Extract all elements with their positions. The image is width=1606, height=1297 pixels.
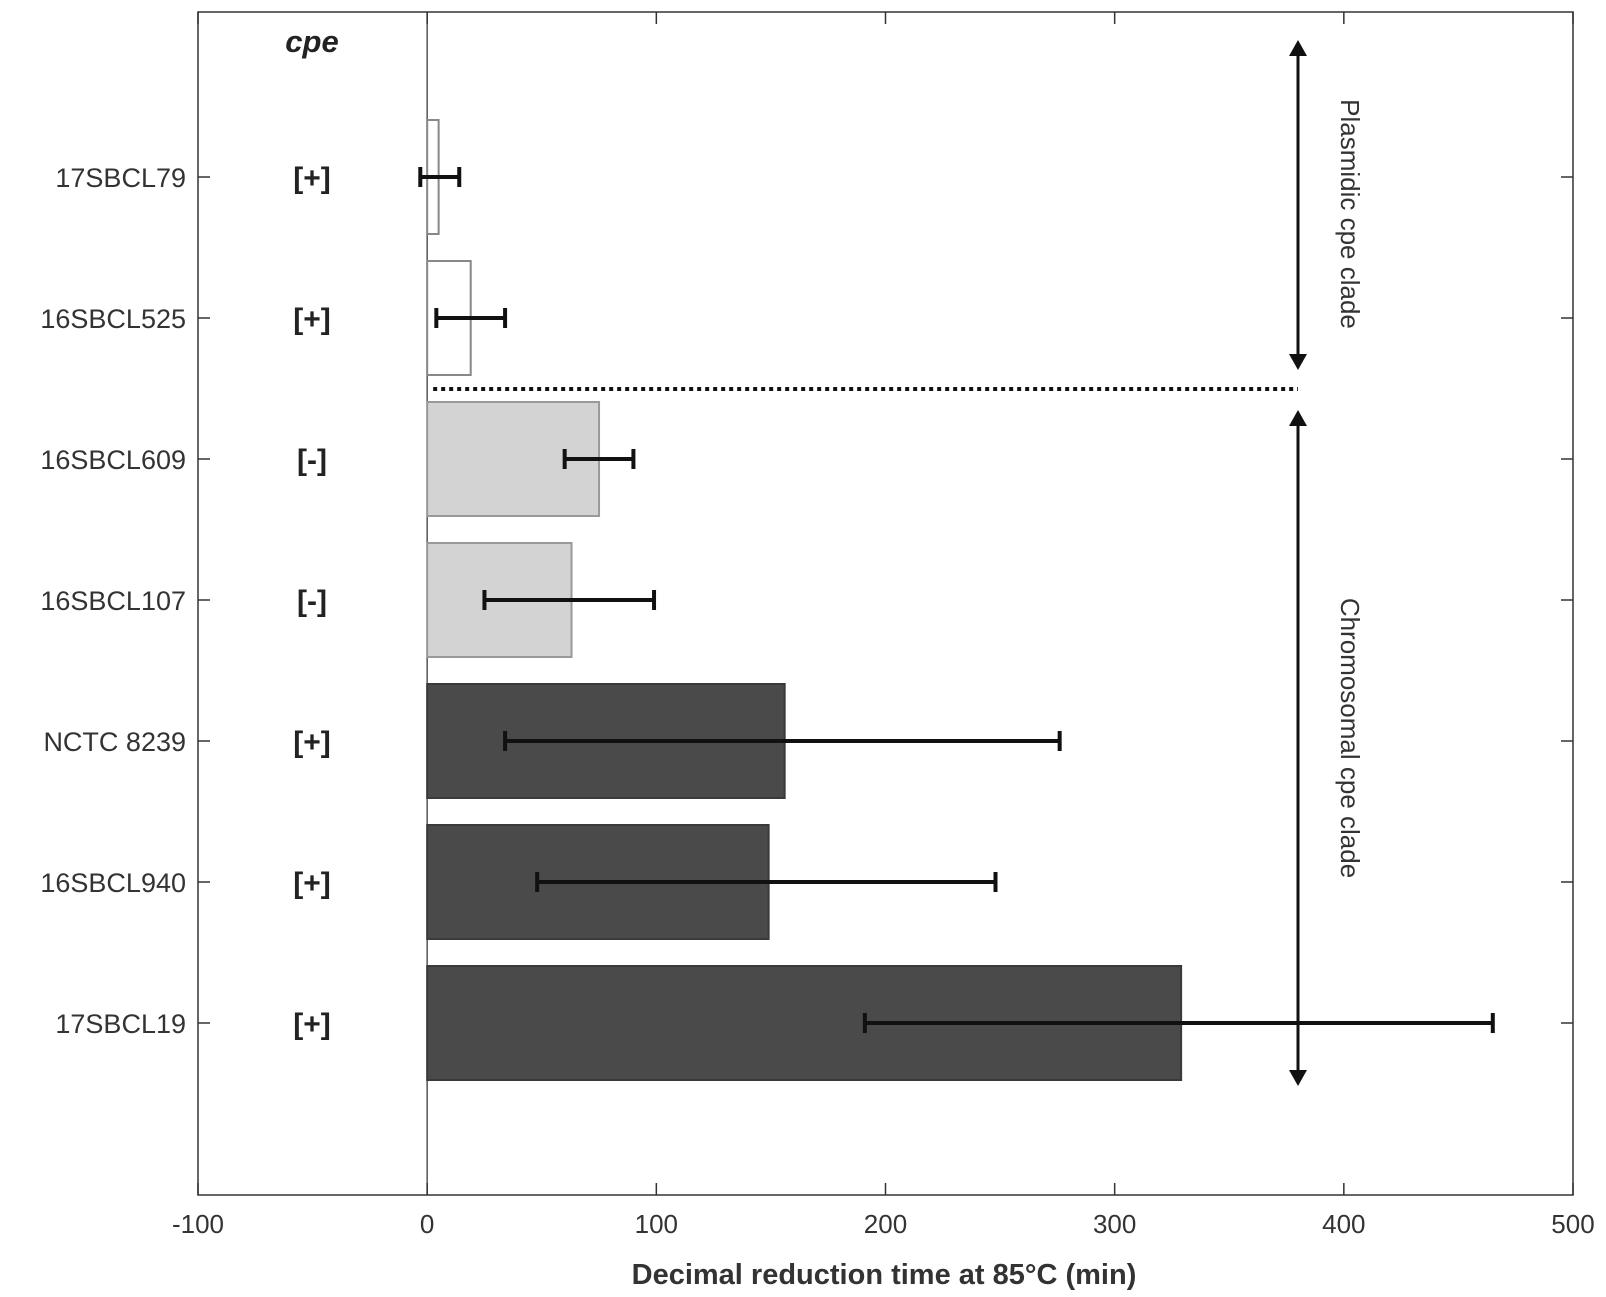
cpe-status-label: [+] xyxy=(293,162,331,195)
cpe-header: cpe xyxy=(285,24,338,59)
x-tick-label: -100 xyxy=(172,1209,224,1239)
cpe-status-label: [+] xyxy=(293,867,331,900)
category-label: 16SBCL525 xyxy=(40,304,186,334)
x-tick-label: 200 xyxy=(864,1209,907,1239)
labels-layer: 17SBCL79 [+] 16SBCL525 [+] 16SBCL609 [-] 16SBC… xyxy=(40,162,330,1041)
cpe-status-label: [+] xyxy=(293,1008,331,1041)
bars-layer xyxy=(426,119,1183,1081)
x-tick-label: 0 xyxy=(420,1209,434,1239)
clade-label: Chromosomal cpe clade xyxy=(1335,598,1365,878)
category-label: 17SBCL19 xyxy=(55,1009,186,1039)
error-bars-layer xyxy=(418,167,1495,1033)
cpe-status-label: [-] xyxy=(297,585,327,618)
cpe-status-label: [+] xyxy=(293,726,331,759)
plasmidic-clade-arrow-head-up xyxy=(1289,40,1307,56)
x-tick-label: 400 xyxy=(1322,1209,1365,1239)
category-label: NCTC 8239 xyxy=(43,727,186,757)
x-tick-label: 100 xyxy=(635,1209,678,1239)
chromosomal-clade-arrow-head-down xyxy=(1289,1070,1307,1086)
x-tick-label: 500 xyxy=(1551,1209,1594,1239)
clade-annotation-layer: Plasmidic cpe clade Chromosomal cpe clade xyxy=(433,40,1365,1086)
clade-label: Plasmidic cpe clade xyxy=(1335,99,1365,329)
category-label: 17SBCL79 xyxy=(55,163,186,193)
category-label: 16SBCL940 xyxy=(40,868,186,898)
category-label: 16SBCL609 xyxy=(40,445,186,475)
cpe-status-label: [-] xyxy=(297,444,327,477)
x-tick-label: 300 xyxy=(1093,1209,1136,1239)
x-axis-label: Decimal reduction time at 85°C (min) xyxy=(632,1259,1137,1291)
plasmidic-clade-arrow-head-down xyxy=(1289,354,1307,370)
cpe-status-label: [+] xyxy=(293,303,331,336)
category-label: 16SBCL107 xyxy=(40,586,186,616)
chromosomal-clade-arrow-head-up xyxy=(1289,410,1307,426)
